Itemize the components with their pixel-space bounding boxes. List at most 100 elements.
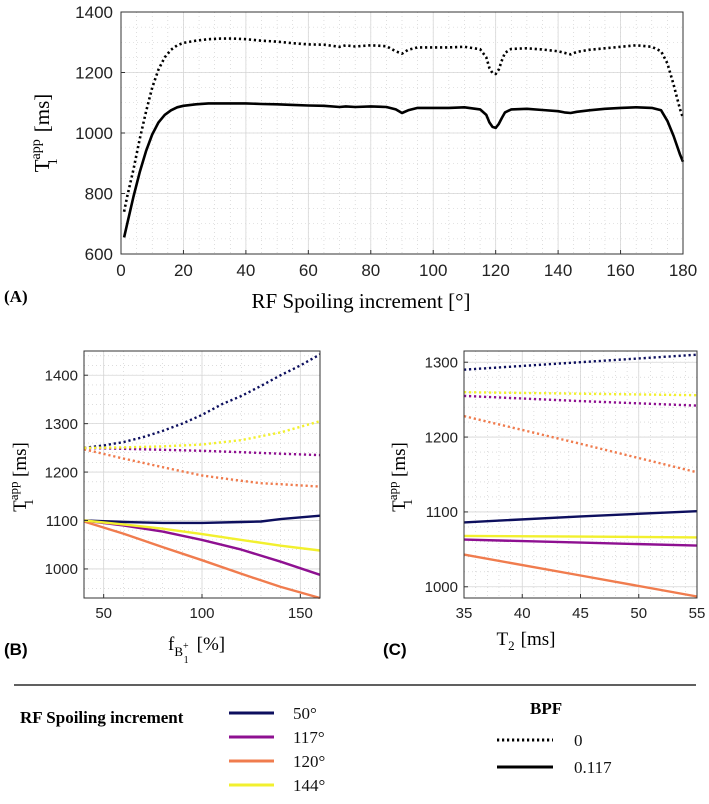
- y-tick-label: 1000: [45, 561, 78, 578]
- x-tick-label: 180: [669, 261, 697, 280]
- panel-a-ylabel-sub: 1: [46, 158, 61, 165]
- series-line-117deg-bpf-0p117: [463, 538, 698, 547]
- series-line-bpf-0: [122, 37, 685, 212]
- panel-a-series: [122, 37, 685, 238]
- svg-text:Tapp1[ms]: Tapp1 [ms]: [29, 94, 61, 173]
- series-line-144deg-bpf-0p117: [83, 519, 321, 552]
- series-line-120deg-bpf-0p117: [463, 553, 698, 598]
- panel-b-xlabel-sub: B: [174, 644, 183, 659]
- y-tick-label: 1200: [75, 63, 113, 82]
- panel-b-ylabel-sup: app: [6, 481, 21, 500]
- series-line-144deg-bpf-0p117: [463, 534, 698, 539]
- series-line-144deg-bpf-0: [463, 391, 698, 397]
- x-tick-label: 150: [288, 605, 313, 622]
- legend-label-bpf-0p117: 0.117: [574, 758, 612, 777]
- panel-b-tick-labels: 50 100 150 1000 1100 1200 1300 1400: [45, 367, 313, 622]
- legend-label-50deg: 50°: [293, 704, 317, 723]
- panel-b-xlabel-subsup: +: [183, 641, 189, 652]
- y-tick-label: 1300: [425, 354, 458, 371]
- x-tick-label: 80: [361, 261, 380, 280]
- series-line-117deg-bpf-0: [463, 394, 698, 407]
- panel-b-ylabel-sub: 1: [21, 499, 36, 506]
- x-tick-label: 40: [236, 261, 255, 280]
- panel-b-xlabel-unit: [%]: [197, 634, 225, 655]
- panel-b: 50 100 150 1000 1100 1200 1300 1400 (B) fB+ 1 [%]…: [4, 350, 321, 666]
- panel-b-ylabel: Tapp1 [ms]: [6, 442, 36, 512]
- panel-b-xlabel: fB+ 1 [%]: [168, 634, 225, 666]
- legend-label-120deg: 120°: [293, 752, 325, 771]
- panel-b-xlabel-main: f: [168, 634, 175, 655]
- x-tick-label: 35: [456, 605, 473, 622]
- legend-label-bpf-0: 0: [574, 731, 583, 750]
- x-tick-label: 50: [630, 605, 647, 622]
- panel-c-tick-labels: 35 40 45 50 55 1000 1100 1200 1300: [425, 354, 706, 622]
- panel-c-ylabel: Tapp1 [ms]: [385, 442, 415, 512]
- series-line-117deg-bpf-0: [83, 446, 321, 457]
- svg-text:Tapp1[ms]: Tapp1 [ms]: [385, 442, 415, 512]
- y-tick-label: 1100: [46, 513, 78, 530]
- y-tick-label: 1300: [45, 416, 78, 433]
- series-line-bpf-0p117: [122, 102, 685, 238]
- x-tick-label: 140: [544, 261, 572, 280]
- series-line-50deg-bpf-0: [83, 353, 321, 450]
- y-tick-label: 1000: [75, 124, 113, 143]
- panel-c-series: [463, 353, 698, 598]
- svg-text:Tapp1[ms]: Tapp1 [ms]: [6, 442, 36, 512]
- x-tick-label: 45: [572, 605, 589, 622]
- y-tick-label: 1400: [75, 3, 113, 22]
- panel-b-ylabel-main: T: [10, 500, 31, 512]
- x-tick-label: 40: [514, 605, 531, 622]
- legend-bpf-items: 0 0.117: [497, 731, 612, 777]
- panel-c-xlabel-main: T: [497, 629, 509, 650]
- x-tick-label: 20: [174, 261, 193, 280]
- panel-a-ylabel-unit: [ms]: [30, 94, 54, 133]
- x-tick-label: 0: [116, 261, 125, 280]
- panel-c-xlabel: T2 [ms]: [497, 629, 556, 653]
- legend-label-117deg: 117°: [293, 728, 325, 747]
- panel-c-xlabel-unit: [ms]: [521, 629, 556, 650]
- panel-b-label: (B): [4, 640, 28, 659]
- series-line-50deg-bpf-0: [463, 353, 698, 371]
- legend-increment-title: RF Spoiling increment: [20, 708, 184, 727]
- panel-a-label: (A): [4, 287, 28, 306]
- panel-b-series: [83, 353, 321, 600]
- legend-label-144deg: 144°: [293, 776, 325, 795]
- x-tick-label: 160: [606, 261, 634, 280]
- series-line-120deg-bpf-0: [83, 448, 321, 488]
- panel-a-ylabel-main: T: [30, 159, 54, 172]
- y-tick-label: 1000: [425, 579, 458, 596]
- y-tick-label: 800: [85, 184, 113, 203]
- x-tick-label: 55: [689, 605, 706, 622]
- x-tick-label: 100: [189, 605, 214, 622]
- x-tick-label: 60: [299, 261, 318, 280]
- x-tick-label: 120: [481, 261, 509, 280]
- panel-c-ylabel-sup: app: [385, 481, 400, 500]
- panel-c-label: (C): [383, 640, 407, 659]
- y-tick-label: 1200: [45, 464, 78, 481]
- legend-bpf-title: BPF: [530, 699, 562, 718]
- legend-increment-items: 50° 117° 120° 144°: [229, 704, 325, 795]
- panel-c-ylabel-unit: [ms]: [389, 442, 410, 477]
- panel-c-ylabel-sub: 1: [400, 499, 415, 506]
- panel-a-tick-labels: 0 20 40 60 80 100 120 140 160 180 600 800 1000 1200 14…: [75, 3, 697, 280]
- x-tick-label: 50: [95, 605, 112, 622]
- panel-a-ylabel: Tapp1 [ms]: [29, 94, 61, 173]
- series-line-50deg-bpf-0p117: [83, 514, 321, 525]
- panel-b-xlabel-subsub: 1: [184, 655, 189, 666]
- x-tick-label: 100: [419, 261, 447, 280]
- series-line-120deg-bpf-0p117: [83, 520, 321, 600]
- panel-c-xlabel-sub: 2: [508, 638, 515, 653]
- panel-a-xlabel: RF Spoiling increment [°]: [252, 289, 471, 313]
- y-tick-label: 1100: [426, 504, 458, 521]
- y-tick-label: 1200: [425, 429, 458, 446]
- panel-b-ylabel-unit: [ms]: [10, 442, 31, 477]
- panel-a: 0 20 40 60 80 100 120 140 160 180 600 800 1000 1200 14…: [4, 3, 697, 313]
- panel-c-ylabel-main: T: [389, 500, 410, 512]
- legend: RF Spoiling increment 50° 117° 120° 144° BP…: [14, 684, 696, 795]
- y-tick-label: 1400: [45, 367, 78, 384]
- panel-a-ylabel-sup: app: [29, 139, 44, 159]
- series-line-50deg-bpf-0p117: [463, 510, 698, 524]
- y-tick-label: 600: [85, 245, 113, 264]
